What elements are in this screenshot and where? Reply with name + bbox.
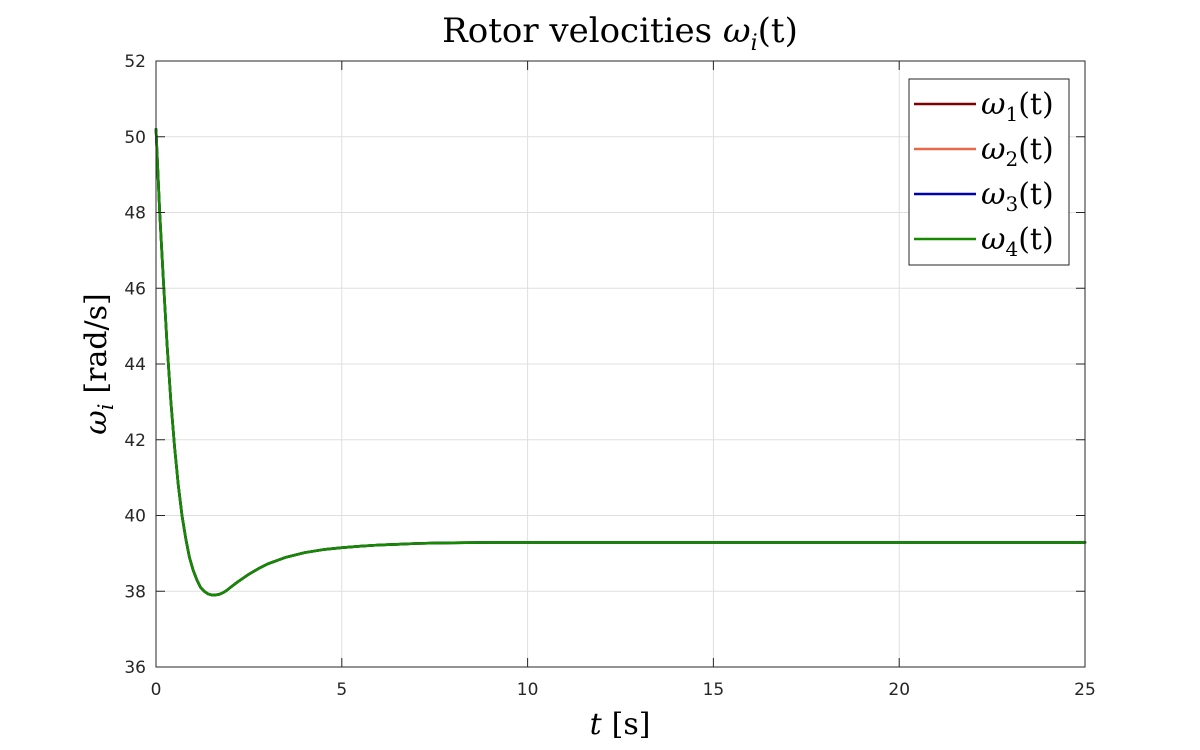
chart-title-symbol: ω bbox=[723, 11, 751, 51]
y-tick-label: 44 bbox=[124, 355, 146, 375]
x-tick-label: 15 bbox=[703, 680, 725, 700]
x-tick-label: 5 bbox=[336, 680, 347, 700]
y-tick-label: 42 bbox=[124, 431, 146, 451]
x-tick-label: 20 bbox=[888, 680, 910, 700]
y-tick-label: 40 bbox=[124, 507, 146, 527]
y-tick-label: 52 bbox=[124, 52, 146, 72]
ticks: 0 5 10 15 20 25 36 38 40 42 44 46 48 50 52 bbox=[124, 52, 1095, 700]
legend-label-1: ω1(t) bbox=[981, 87, 1054, 126]
y-tick-label: 50 bbox=[124, 128, 146, 148]
legend: ω1(t) ω2(t) ω3(t) ω4(t) bbox=[908, 78, 1070, 266]
legend-label-2: ω2(t) bbox=[981, 132, 1054, 171]
x-axis-label-unit: [s] bbox=[612, 707, 651, 742]
y-axis-label-unit: [rad/s] bbox=[79, 293, 114, 393]
x-tick-label: 0 bbox=[151, 680, 162, 700]
y-axis-label-subscript: i bbox=[94, 404, 118, 411]
legend-label-3: ω3(t) bbox=[981, 177, 1054, 216]
x-tick-label: 25 bbox=[1074, 680, 1096, 700]
series-layer bbox=[154, 127, 1087, 597]
y-tick-label: 48 bbox=[124, 204, 146, 224]
chart-title-text: Rotor velocities bbox=[442, 11, 723, 51]
y-axis-label-symbol: ω bbox=[79, 410, 114, 434]
grid bbox=[156, 61, 1085, 667]
legend-box bbox=[908, 78, 1070, 266]
chart-title: Rotor velocities ωi(t) bbox=[442, 11, 798, 56]
chart-title-argument: (t) bbox=[758, 11, 798, 51]
y-axis-label: ωi [rad/s] bbox=[79, 293, 118, 435]
x-tick-label: 10 bbox=[517, 680, 539, 700]
x-axis-label-symbol: t bbox=[590, 707, 603, 742]
legend-label-4: ω4(t) bbox=[981, 222, 1054, 261]
chart-title-subscript: i bbox=[751, 31, 758, 56]
x-axis-label: t [s] bbox=[590, 707, 651, 742]
y-tick-label: 38 bbox=[124, 582, 146, 602]
series-line-4 bbox=[154, 127, 1087, 597]
y-tick-label: 46 bbox=[124, 279, 146, 299]
y-tick-label: 36 bbox=[124, 658, 146, 678]
